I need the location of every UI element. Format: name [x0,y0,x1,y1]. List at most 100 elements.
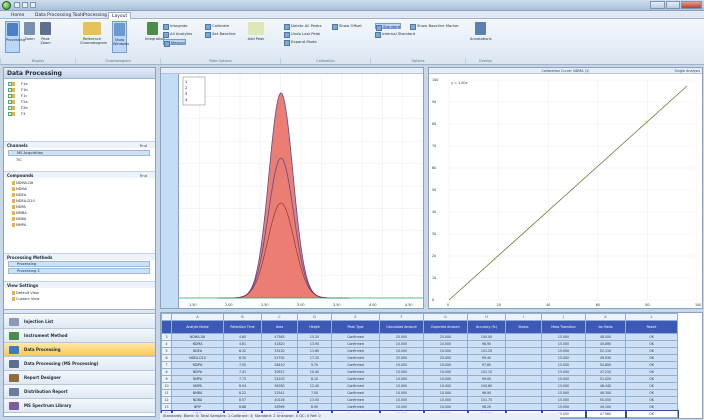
integration-button[interactable]: Integration [145,21,165,53]
table-cell[interactable]: 10.000 [423,375,468,383]
table-cell[interactable]: 52.110 [585,347,626,355]
file-item[interactable]: F1b [8,87,28,93]
table-cell[interactable]: 8.22 [223,389,262,397]
column-letter[interactable]: G [423,313,468,321]
row-number[interactable]: 8 [161,368,172,376]
table-cell[interactable]: 10.000 [379,382,424,390]
undo-icon[interactable] [22,2,28,8]
table-row[interactable]: 13 NPIP 8.88 26399 8.90 Confirmed 10.000 10.000… [161,403,678,411]
row-number[interactable]: 11 [161,389,172,397]
table-cell[interactable]: 15.000 [541,333,586,341]
column-letter[interactable] [161,313,172,321]
table-row[interactable]: 10 NDPA 8.04 36780 12.40 Confirmed 10.000 10.00… [161,382,678,390]
table-cell[interactable]: NMPA [171,375,224,383]
table-cell[interactable]: OK [625,333,678,341]
table-cell[interactable]: 22541 [261,389,298,397]
table-cell[interactable]: 51702 [261,354,298,362]
table-cell[interactable]: 24103 [261,375,298,383]
column-header[interactable]: Calculated Amount [379,320,424,334]
table-cell[interactable]: 8.10 [297,375,332,383]
processing-methods-section[interactable]: Processing Methods [4,253,155,260]
table-cell[interactable]: NDIPA [171,361,224,369]
file-item[interactable]: F1c [8,93,27,99]
table-cell[interactable] [505,361,542,369]
table-cell[interactable]: 99.40 [467,354,506,362]
table-cell[interactable]: 4.61 [223,340,262,348]
table-cell[interactable]: 9.70 [297,361,332,369]
table-cell[interactable]: 17.20 [297,354,332,362]
table-cell[interactable]: 99.00 [467,375,506,383]
row-number[interactable]: 5 [161,347,172,355]
table-cell[interactable]: NDMA [171,340,224,348]
compound-item[interactable]: NDEA [8,192,26,198]
table-cell[interactable]: Confirmed [331,403,380,411]
table-cell[interactable]: 49.930 [585,354,626,362]
table-cell[interactable]: 50.050 [585,396,626,404]
table-cell[interactable]: 101.70 [467,396,506,404]
table-cell[interactable] [505,396,542,404]
table-cell[interactable]: 48.000 [585,333,626,341]
table-cell[interactable]: Confirmed [331,375,380,383]
table-cell[interactable]: OK [625,368,678,376]
table-cell[interactable]: 13.90 [297,340,332,348]
table-cell[interactable]: 7.50 [297,389,332,397]
instrument-method-button[interactable]: Instrument Method [4,329,155,343]
table-cell[interactable]: 8.57 [223,396,262,404]
table-cell[interactable]: 15.000 [541,382,586,390]
tab-layout[interactable]: Layout [108,12,132,19]
distribution-report-button[interactable]: Distribution Report [4,385,155,399]
column-letter[interactable]: H [467,313,506,321]
row-number[interactable]: 13 [161,403,172,411]
table-cell[interactable]: 26399 [261,403,298,411]
table-cell[interactable]: NPIP [171,403,224,411]
table-cell[interactable]: 7.41 [223,368,262,376]
channel-item[interactable]: TIC [16,158,22,162]
table-cell[interactable]: 6.32 [223,347,262,355]
table-cell[interactable]: 15.000 [541,354,586,362]
table-cell[interactable]: 36780 [261,382,298,390]
table-cell[interactable]: 10.000 [423,389,468,397]
table-cell[interactable]: 101.20 [467,347,506,355]
table-cell[interactable]: 10.000 [379,396,424,404]
file-item[interactable]: F3 [8,111,25,117]
compounds-section[interactable]: Compounds Find [4,171,155,178]
file-item[interactable]: F2a [8,99,28,105]
table-row[interactable]: 5 NDEA 6.32 33120 11.60 Confirmed 10.000 10.000… [161,347,678,355]
table-cell[interactable]: 10.000 [379,403,424,411]
table-cell[interactable]: 10.000 [423,347,468,355]
table-cell[interactable]: 47.960 [584,409,627,418]
column-letter[interactable]: I [505,313,542,321]
table-cell[interactable]: 15.000 [541,403,586,411]
table-cell[interactable]: 25.000 [379,354,424,362]
column-letter[interactable]: L [625,313,678,321]
row-number[interactable]: 4 [161,340,172,348]
table-cell[interactable]: OK [625,361,678,369]
table-cell[interactable]: 10.000 [379,368,424,376]
table-cell[interactable]: 46.300 [585,389,626,397]
table-cell[interactable]: 96.90 [467,389,506,397]
show-offset-button[interactable]: Show Offset [332,23,362,30]
column-letter[interactable]: C [261,313,298,321]
table-cell[interactable] [505,403,542,411]
column-header[interactable]: Analyte Name [171,320,224,334]
internal-standard-button[interactable]: Internal Standard [375,31,415,38]
table-cell[interactable]: 15.20 [297,333,332,341]
show-baseline-marker-button[interactable]: Show Baseline Marker [410,23,459,30]
data-processing-button[interactable]: Data Processing [4,343,155,357]
table-cell[interactable]: 41820 [261,340,298,348]
table-cell[interactable]: 100.00 [467,333,506,341]
compound-item[interactable]: NDBA [8,216,26,222]
tab-processing[interactable]: Processing [83,13,108,18]
column-header[interactable]: Accuracy (%) [467,320,506,334]
reference-chromatogram-button[interactable]: Reference Chromatogram [80,21,107,53]
table-cell[interactable]: 10.000 [379,347,424,355]
table-row[interactable]: 4 NDMA 4.61 41820 13.90 Confirmed 10.000 10.000… [161,340,678,348]
table-cell[interactable] [505,382,542,390]
nav-splitter[interactable] [4,309,155,314]
table-cell[interactable]: 4.60 [223,333,262,341]
table-cell[interactable]: 25.000 [423,354,468,362]
table-cell[interactable]: 10.000 [423,382,468,390]
table-cell[interactable]: 10.000 [379,361,424,369]
table-cell[interactable]: 25.000 [423,333,468,341]
